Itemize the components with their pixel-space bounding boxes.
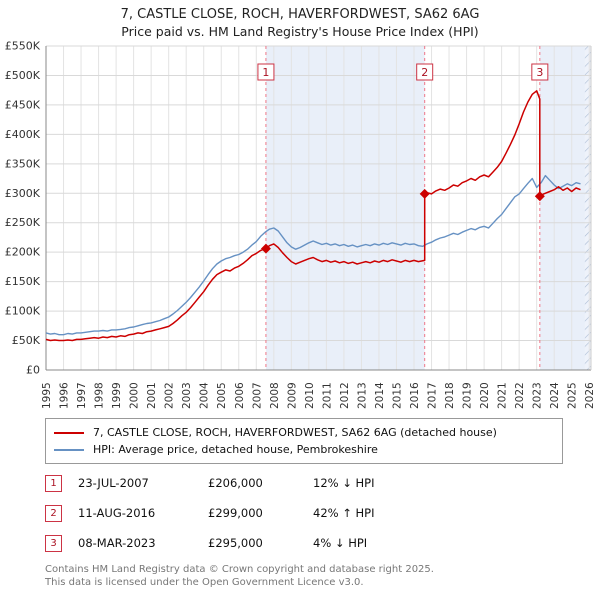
- price-chart: 1995 1996 1997 1998 1999 2000 2001 2002 2003 2004…: [5, 40, 596, 410]
- x-tick-label: 1999: [111, 382, 123, 409]
- x-tick-label: 1997: [76, 382, 88, 409]
- x-tick-label: 2006: [234, 382, 246, 409]
- footer: Contains HM Land Registry data © Crown c…: [45, 564, 600, 589]
- sale-flag-number: 3: [536, 66, 543, 79]
- sale-marker-1: [260, 243, 271, 254]
- x-tick-label: 2022: [514, 382, 526, 409]
- hpi-line-swatch: [54, 448, 84, 451]
- transaction-row-1: 1 23-JUL-2007 £206,000 12% ↓ HPI: [45, 474, 600, 492]
- x-tick-label: 2000: [129, 382, 141, 409]
- y-tick-label: £450K: [5, 99, 41, 112]
- ownership-band-2: [539, 46, 591, 371]
- sale-flag-number: 2: [421, 66, 428, 79]
- transaction-flag-2: 2: [45, 504, 62, 522]
- y-tick-label: £550K: [5, 40, 41, 53]
- chart-subtitle: Price paid vs. HM Land Registry's House …: [121, 23, 479, 39]
- transaction-row-2: 2 11-AUG-2016 £299,000 42% ↑ HPI: [45, 504, 600, 522]
- transaction-price: £299,000: [208, 506, 263, 521]
- x-tick-label: 2015: [391, 382, 403, 409]
- transaction-date: 11-AUG-2016: [78, 506, 156, 521]
- sale-flag-number: 1: [262, 66, 269, 79]
- legend-label-hpi: HPI: Average price, detached house, Pemb…: [93, 443, 378, 457]
- sale-marker-2: [419, 189, 430, 200]
- legend-item-price: 7, CASTLE CLOSE, ROCH, HAVERFORDWEST, SA…: [54, 424, 554, 441]
- transactions: 1 23-JUL-2007 £206,000 12% ↓ HPI 2 11-AU…: [45, 474, 600, 552]
- x-tick-label: 2025: [567, 382, 579, 409]
- sale-marker-3: [534, 191, 545, 202]
- legend-item-hpi: HPI: Average price, detached house, Pemb…: [54, 441, 554, 458]
- y-tick-label: £100K: [5, 305, 41, 318]
- x-tick-label: 2026: [584, 382, 596, 409]
- y-tick-label: £250K: [5, 216, 41, 229]
- y-tick-label: £350K: [5, 157, 41, 170]
- transaction-hpi-delta: 42% ↑ HPI: [313, 506, 375, 521]
- x-tick-label: 2010: [304, 382, 316, 409]
- chart-header: 7, CASTLE CLOSE, ROCH, HAVERFORDWEST, SA…: [0, 0, 600, 40]
- x-tick-label: 2004: [199, 382, 211, 409]
- y-tick-label: £0: [26, 364, 40, 377]
- x-tick-label: 1998: [94, 382, 106, 409]
- x-tick-label: 2023: [532, 382, 544, 409]
- chart-title: 7, CASTLE CLOSE, ROCH, HAVERFORDWEST, SA…: [120, 7, 480, 22]
- transaction-hpi-delta: 12% ↓ HPI: [313, 476, 375, 491]
- transaction-date: 23-JUL-2007: [78, 476, 149, 491]
- footer-line-1: Contains HM Land Registry data © Crown c…: [45, 564, 434, 576]
- x-tick-label: 2002: [164, 382, 176, 409]
- y-tick-label: £400K: [5, 128, 41, 141]
- y-tick-label: £50K: [12, 334, 41, 347]
- x-tick-label: 2007: [251, 382, 263, 409]
- x-tick-label: 2018: [444, 382, 456, 409]
- transaction-price: £295,000: [208, 536, 263, 551]
- x-tick-label: 2005: [216, 382, 228, 409]
- footer-line-2: This data is licensed under the Open Gov…: [45, 576, 364, 588]
- x-tick-label: 2014: [374, 382, 386, 409]
- hpi-line: [45, 175, 581, 336]
- x-tick-label: 2009: [286, 382, 298, 409]
- transaction-date: 08-MAR-2023: [78, 536, 156, 551]
- x-tick-label: 2001: [146, 382, 158, 409]
- sale-flag-1: [257, 63, 275, 81]
- x-tick-label: 1996: [59, 382, 71, 409]
- transaction-row-3: 3 08-MAR-2023 £295,000 4% ↓ HPI: [45, 534, 600, 552]
- y-tick-label: £300K: [5, 187, 41, 200]
- x-tick-label: 2020: [479, 382, 491, 409]
- y-tick-label: £500K: [5, 69, 41, 82]
- x-tick-label: 2013: [356, 382, 368, 409]
- x-tick-label: 2008: [269, 382, 281, 409]
- x-tick-label: 2019: [462, 382, 474, 409]
- sale-flag-2: [416, 63, 434, 81]
- transaction-hpi-delta: 4% ↓ HPI: [313, 536, 368, 551]
- transaction-flag-1: 1: [45, 474, 62, 492]
- legend-label-price: 7, CASTLE CLOSE, ROCH, HAVERFORDWEST, SA…: [93, 426, 497, 440]
- x-tick-label: 2024: [549, 382, 561, 409]
- legend: 7, CASTLE CLOSE, ROCH, HAVERFORDWEST, SA…: [45, 418, 563, 465]
- x-tick-label: 2016: [409, 382, 421, 409]
- x-tick-label: 2011: [321, 382, 333, 409]
- ownership-band-1: [265, 46, 425, 371]
- y-tick-label: £150K: [5, 275, 41, 288]
- x-tick-label: 2021: [497, 382, 509, 409]
- future-hatch-band: [584, 46, 591, 371]
- x-tick-label: 2003: [181, 382, 193, 409]
- transaction-flag-3: 3: [45, 534, 62, 552]
- price-line: [45, 90, 581, 342]
- price-line-swatch: [54, 431, 84, 434]
- x-tick-label: 2017: [427, 382, 439, 409]
- sale-flag-3: [531, 63, 549, 81]
- transaction-price: £206,000: [208, 476, 263, 491]
- y-tick-label: £200K: [5, 246, 41, 259]
- x-tick-label: 2012: [339, 382, 351, 409]
- x-tick-label: 1995: [41, 382, 53, 409]
